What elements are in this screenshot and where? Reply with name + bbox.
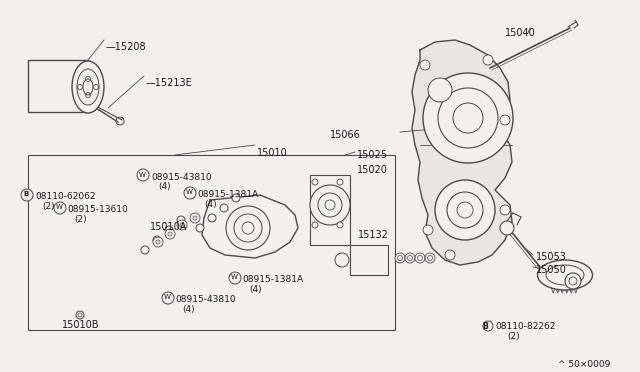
Circle shape — [153, 236, 161, 244]
Text: 15132: 15132 — [358, 230, 389, 240]
Circle shape — [483, 55, 493, 65]
Text: W: W — [164, 294, 171, 300]
Circle shape — [420, 60, 430, 70]
Text: 08110-82262: 08110-82262 — [495, 322, 556, 331]
Text: 15025: 15025 — [357, 150, 388, 160]
Text: (2): (2) — [507, 332, 520, 341]
Circle shape — [500, 205, 510, 215]
Circle shape — [500, 221, 514, 235]
Text: 08915-1381A: 08915-1381A — [242, 275, 303, 284]
Circle shape — [483, 321, 493, 331]
Circle shape — [165, 226, 173, 234]
Circle shape — [423, 73, 513, 163]
Circle shape — [208, 214, 216, 222]
Circle shape — [229, 272, 241, 284]
Text: B: B — [482, 322, 488, 331]
Ellipse shape — [546, 265, 584, 285]
Circle shape — [177, 220, 187, 230]
Circle shape — [310, 185, 350, 225]
Text: B: B — [23, 191, 28, 197]
Bar — [350, 245, 388, 275]
Circle shape — [445, 250, 455, 260]
Ellipse shape — [77, 69, 99, 105]
Text: 15040: 15040 — [505, 28, 536, 38]
Circle shape — [565, 273, 581, 289]
Text: —15208: —15208 — [106, 42, 147, 52]
Circle shape — [415, 253, 425, 263]
Circle shape — [190, 213, 200, 223]
Text: 15010: 15010 — [257, 148, 288, 158]
Circle shape — [312, 222, 318, 228]
Circle shape — [232, 194, 240, 202]
Circle shape — [405, 253, 415, 263]
Circle shape — [428, 78, 452, 102]
Text: 15020: 15020 — [357, 165, 388, 175]
Circle shape — [226, 206, 270, 250]
Circle shape — [184, 187, 196, 199]
Circle shape — [153, 237, 163, 247]
Circle shape — [76, 311, 84, 319]
Bar — [310, 175, 350, 245]
Circle shape — [165, 229, 175, 239]
Circle shape — [425, 253, 435, 263]
Circle shape — [335, 253, 349, 267]
Circle shape — [220, 204, 228, 212]
Text: 08915-13610: 08915-13610 — [67, 205, 128, 214]
Text: (4): (4) — [204, 200, 216, 209]
Circle shape — [54, 202, 66, 214]
Ellipse shape — [538, 260, 593, 290]
Text: ^ 50×0009: ^ 50×0009 — [557, 360, 610, 369]
Circle shape — [21, 189, 33, 201]
Circle shape — [395, 253, 405, 263]
Text: —15213E: —15213E — [146, 78, 193, 88]
Circle shape — [141, 246, 149, 254]
Circle shape — [447, 192, 483, 228]
Text: 08915-43810: 08915-43810 — [175, 295, 236, 304]
Circle shape — [196, 224, 204, 232]
Text: (4): (4) — [182, 305, 195, 314]
Circle shape — [337, 179, 343, 185]
Ellipse shape — [72, 61, 104, 113]
Text: 15050: 15050 — [536, 265, 567, 275]
Circle shape — [177, 216, 185, 224]
Circle shape — [423, 225, 433, 235]
Text: (2): (2) — [42, 202, 54, 211]
Text: W: W — [139, 172, 146, 178]
Text: (4): (4) — [158, 182, 171, 191]
Polygon shape — [412, 40, 512, 265]
Circle shape — [438, 88, 498, 148]
Bar — [28, 60, 88, 112]
Text: 08915-1381A: 08915-1381A — [197, 190, 258, 199]
Text: 08915-43810: 08915-43810 — [151, 173, 212, 182]
Text: 15053: 15053 — [536, 252, 567, 262]
Text: (2): (2) — [74, 215, 86, 224]
Text: W: W — [186, 189, 193, 195]
Circle shape — [337, 222, 343, 228]
Bar — [28, 155, 395, 330]
Text: 15010A: 15010A — [150, 222, 188, 232]
Circle shape — [162, 292, 174, 304]
Text: 08110-62062: 08110-62062 — [35, 192, 95, 201]
Circle shape — [435, 180, 495, 240]
Circle shape — [137, 169, 149, 181]
Text: W: W — [231, 274, 238, 280]
Text: W: W — [56, 204, 63, 210]
Circle shape — [312, 179, 318, 185]
Text: 15066: 15066 — [330, 130, 361, 140]
Text: (4): (4) — [249, 285, 262, 294]
Circle shape — [500, 115, 510, 125]
Text: 15010B: 15010B — [62, 320, 99, 330]
